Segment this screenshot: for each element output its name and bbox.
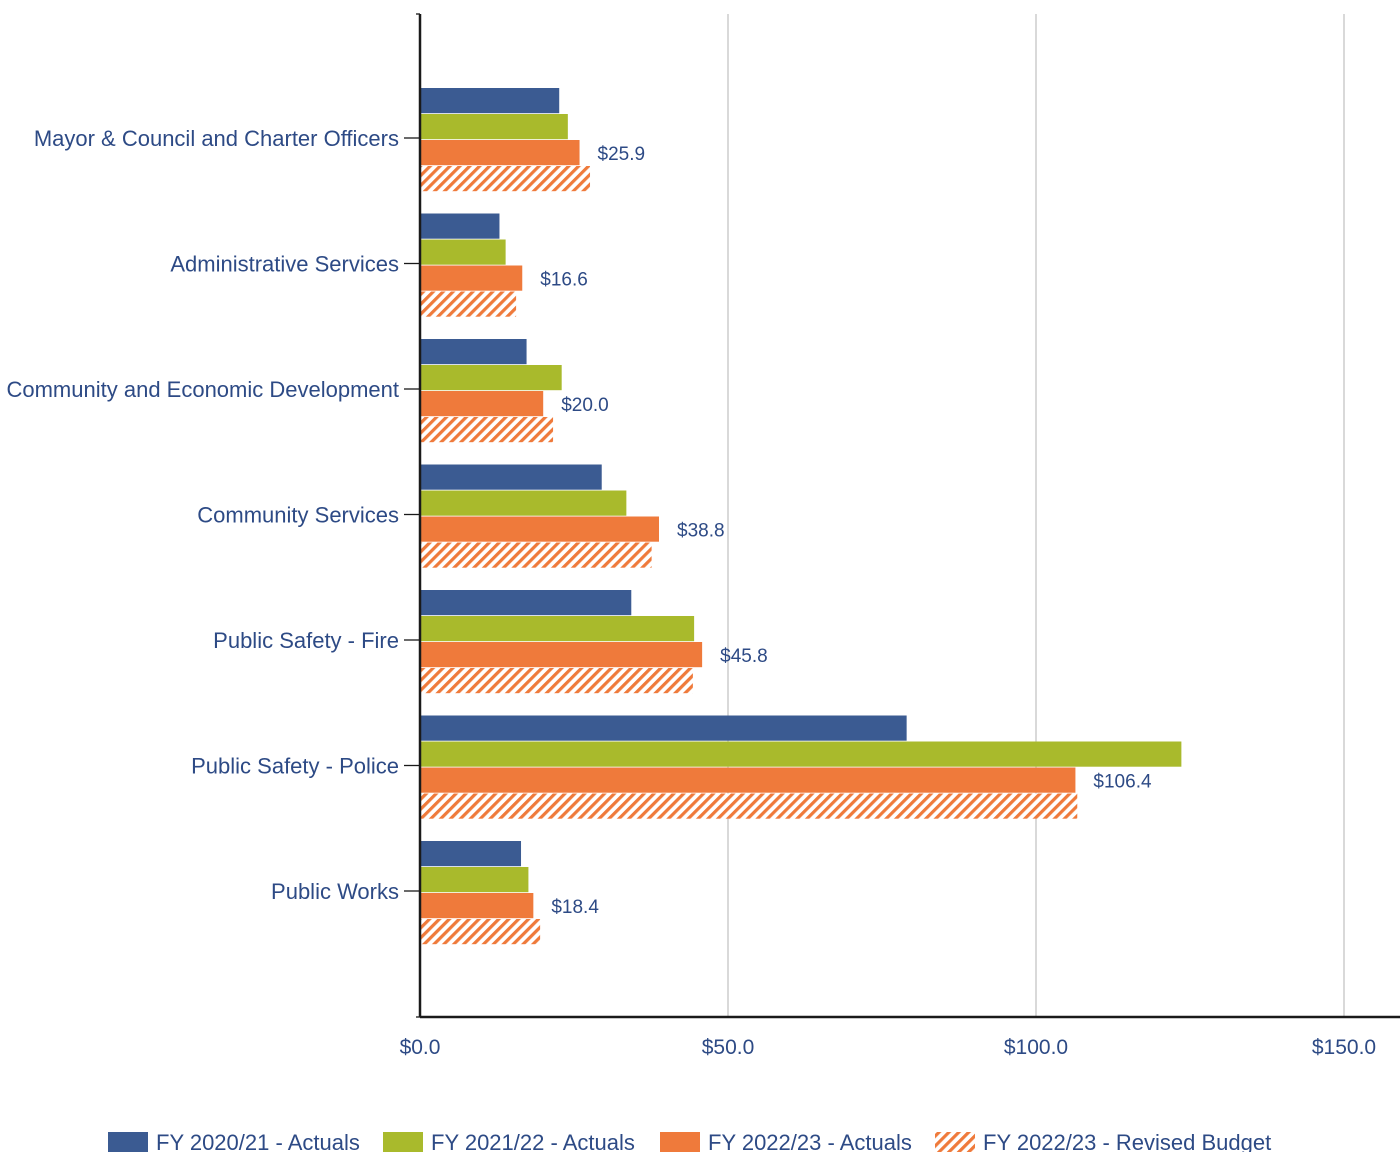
bars xyxy=(420,88,1182,945)
category-label: Public Safety - Police xyxy=(191,754,399,779)
data-label: $18.4 xyxy=(551,897,599,918)
legend-label: FY 2022/23 - Revised Budget xyxy=(983,1130,1271,1152)
axes xyxy=(404,13,1400,1019)
category-label: Public Safety - Fire xyxy=(213,628,399,653)
bar-mayor-council-and-charter-officers-fy-2022-23-revised-budget xyxy=(420,166,591,192)
bar-administrative-services-fy-2022-23-revised-budget xyxy=(420,291,517,317)
legend-swatch-fy-2020-21-actuals xyxy=(108,1132,148,1152)
category-label: Community and Economic Development xyxy=(6,377,399,402)
legend-swatch-fy-2022-23-revised-budget xyxy=(935,1132,975,1152)
bar-community-services-fy-2022-23-actuals xyxy=(420,516,660,542)
bar-public-safety-fire-fy-2022-23-actuals xyxy=(420,642,703,668)
legend-label: FY 2021/22 - Actuals xyxy=(431,1130,635,1152)
data-label: $25.9 xyxy=(598,144,646,165)
x-tick-label: $150.0 xyxy=(1312,1036,1376,1059)
bar-public-safety-police-fy-2022-23-actuals xyxy=(420,767,1076,793)
bar-public-safety-fire-fy-2022-23-revised-budget xyxy=(420,668,693,694)
bar-public-works-fy-2022-23-actuals xyxy=(420,893,534,919)
bar-mayor-council-and-charter-officers-fy-2021-22-actuals xyxy=(420,114,568,140)
bar-community-services-fy-2021-22-actuals xyxy=(420,490,627,516)
data-label: $16.6 xyxy=(540,270,588,291)
category-label: Administrative Services xyxy=(170,252,399,277)
x-tick-label: $100.0 xyxy=(1004,1036,1068,1059)
bar-community-and-economic-development-fy-2021-22-actuals xyxy=(420,365,562,391)
bar-public-safety-police-fy-2020-21-actuals xyxy=(420,715,907,741)
legend-swatch-fy-2021-22-actuals xyxy=(383,1132,423,1152)
bar-administrative-services-fy-2020-21-actuals xyxy=(420,213,500,239)
bar-community-and-economic-development-fy-2022-23-actuals xyxy=(420,391,544,417)
bar-public-safety-police-fy-2022-23-revised-budget xyxy=(420,793,1078,819)
bar-community-services-fy-2022-23-revised-budget xyxy=(420,542,652,568)
data-label: $106.4 xyxy=(1093,772,1152,793)
bar-community-services-fy-2020-21-actuals xyxy=(420,464,602,490)
grid-lines xyxy=(727,14,1345,1017)
bar-public-safety-police-fy-2021-22-actuals xyxy=(420,741,1182,767)
bar-mayor-council-and-charter-officers-fy-2022-23-actuals xyxy=(420,140,580,166)
bar-community-and-economic-development-fy-2022-23-revised-budget xyxy=(420,417,554,443)
data-label: $20.0 xyxy=(561,395,609,416)
bar-public-safety-fire-fy-2020-21-actuals xyxy=(420,590,632,616)
x-tick-label: $0.0 xyxy=(400,1036,441,1059)
bar-public-safety-fire-fy-2021-22-actuals xyxy=(420,616,695,642)
bar-community-and-economic-development-fy-2020-21-actuals xyxy=(420,339,527,365)
category-label: Public Works xyxy=(271,879,399,904)
bar-administrative-services-fy-2021-22-actuals xyxy=(420,239,506,265)
legend-swatch-fy-2022-23-actuals xyxy=(660,1132,700,1152)
bar-mayor-council-and-charter-officers-fy-2020-21-actuals xyxy=(420,88,560,114)
data-label: $38.8 xyxy=(677,521,725,542)
legend: FY 2020/21 - Actuals FY 2021/22 - Actuals… xyxy=(108,1130,1271,1152)
category-label: Mayor & Council and Charter Officers xyxy=(34,126,399,151)
bar-public-works-fy-2020-21-actuals xyxy=(420,841,522,867)
legend-label: FY 2020/21 - Actuals xyxy=(156,1130,360,1152)
category-label: Community Services xyxy=(197,503,399,528)
legend-label: FY 2022/23 - Actuals xyxy=(708,1130,912,1152)
labels: $0.0 $50.0 $100.0 $150.0 Mayor & Council and… xyxy=(6,126,1376,1059)
bar-public-works-fy-2021-22-actuals xyxy=(420,867,529,893)
x-tick-label: $50.0 xyxy=(702,1036,755,1059)
bar-public-works-fy-2022-23-revised-budget xyxy=(420,919,541,945)
bar-administrative-services-fy-2022-23-actuals xyxy=(420,265,523,291)
data-label: $45.8 xyxy=(720,646,768,667)
